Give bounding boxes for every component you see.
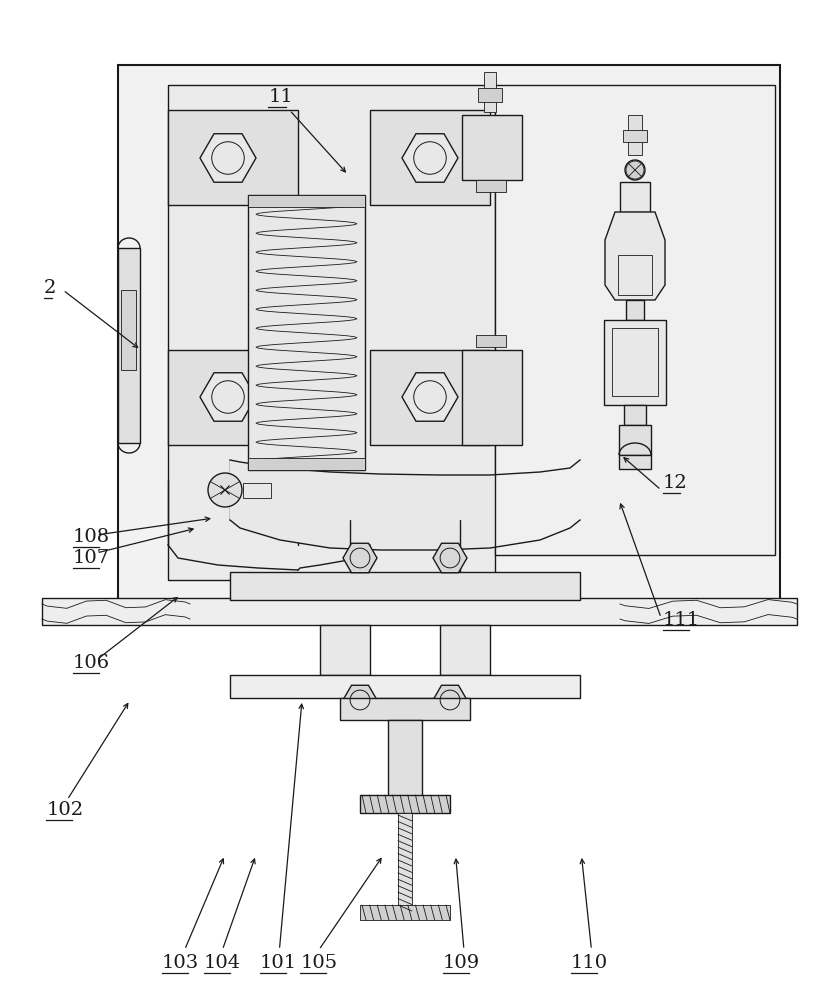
Text: 104: 104 [204,954,241,972]
Text: 107: 107 [73,549,110,567]
Bar [168,85,495,580]
Bar [168,350,298,445]
Bar [118,248,140,443]
Bar [121,290,136,370]
Text: 105: 105 [300,954,337,972]
Bar [619,455,651,469]
Bar [340,698,470,720]
Bar [42,598,797,625]
Bar [478,88,502,102]
Polygon shape [402,134,458,182]
Text: 108: 108 [73,528,110,546]
Bar [320,625,370,675]
Bar [476,335,506,347]
Polygon shape [433,543,467,573]
Polygon shape [343,543,377,573]
Bar [243,483,271,498]
Bar [440,625,490,675]
Bar [248,195,365,207]
Bar [619,425,651,455]
Text: 111: 111 [663,611,700,629]
Bar [484,72,496,112]
Text: 101: 101 [260,954,297,972]
Text: 103: 103 [162,954,199,972]
Bar [370,350,490,445]
Text: 109: 109 [443,954,480,972]
Bar [476,180,506,192]
Circle shape [626,161,644,179]
Bar [628,115,642,155]
Bar [462,350,522,445]
Bar [388,720,422,800]
Bar [462,115,522,180]
Polygon shape [402,373,458,421]
Polygon shape [433,685,467,715]
Polygon shape [200,134,256,182]
Text: 110: 110 [571,954,607,972]
Bar [230,675,580,698]
Bar [168,110,298,205]
Circle shape [208,473,242,507]
Text: 11: 11 [268,88,293,106]
Bar [618,255,652,295]
Bar [248,458,365,470]
Bar [626,300,644,320]
Text: 102: 102 [46,801,83,819]
Bar [620,182,650,212]
Bar [118,65,780,600]
Polygon shape [343,685,377,715]
Bar [624,405,646,425]
Bar [604,320,666,405]
Bar [398,813,412,913]
Bar [360,795,450,813]
Bar [612,328,658,396]
Bar [230,572,580,600]
Polygon shape [605,212,665,300]
Text: 2: 2 [44,279,56,297]
Bar [360,905,450,920]
Polygon shape [230,460,580,550]
Text: 12: 12 [663,474,687,492]
Text: 106: 106 [73,654,110,672]
Bar [370,110,490,205]
Bar [248,195,365,470]
Bar [623,130,647,142]
Polygon shape [200,373,256,421]
Bar [495,85,775,555]
